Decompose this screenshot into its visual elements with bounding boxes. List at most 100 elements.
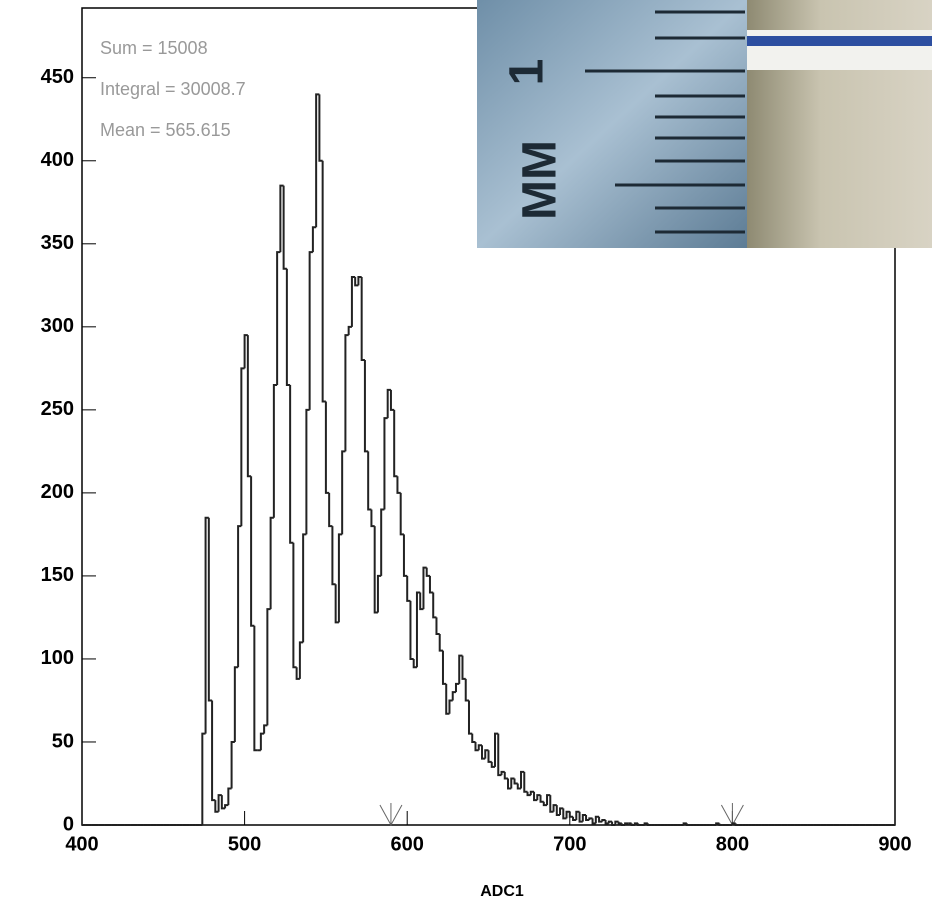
histogram-bin: [321, 160, 326, 403]
histogram-bin: [363, 360, 369, 453]
histogram-bin: [591, 818, 596, 825]
histogram-bin: [334, 584, 339, 624]
histogram-bin: [734, 823, 739, 826]
histogram-bin: [487, 750, 492, 763]
histogram-bin: [480, 745, 486, 760]
histogram-bin: [350, 276, 356, 327]
x-tick-label: 800: [716, 833, 749, 855]
histogram-bin: [315, 93, 320, 228]
histogram-bin: [646, 823, 652, 826]
histogram-bin: [347, 325, 352, 336]
histogram-bin: [562, 808, 567, 820]
histogram-bin: [539, 795, 544, 803]
histogram-bin: [324, 401, 330, 494]
histogram-bin: [344, 334, 349, 452]
y-tick-label: 50: [52, 730, 74, 752]
histogram-bin: [406, 575, 411, 602]
histogram-bin: [422, 566, 427, 610]
histogram-bin: [568, 811, 574, 818]
histogram-bin: [565, 810, 570, 819]
x-axis-label: ADC1: [480, 883, 524, 900]
histogram-bin: [237, 525, 242, 668]
histogram-bin: [611, 821, 616, 826]
histogram-bin: [224, 804, 229, 809]
histogram-bin: [552, 804, 557, 812]
histogram-bin: [526, 791, 531, 797]
histogram-bin: [507, 778, 512, 790]
histogram-bin: [360, 277, 365, 362]
histogram-bin: [201, 732, 206, 825]
histogram-bin: [458, 654, 463, 684]
y-tick-label: 300: [41, 315, 74, 337]
histogram-bin: [272, 383, 278, 518]
histogram-bin: [328, 492, 333, 528]
histogram-bin: [484, 749, 489, 759]
histogram-bin: [243, 334, 248, 369]
y-tick-label: 100: [41, 647, 74, 669]
histogram-bin: [354, 277, 359, 287]
histogram-bin: [451, 691, 456, 701]
histogram-bin: [500, 770, 505, 776]
histogram-bin: [305, 408, 310, 535]
stat-text: Sum = 15008: [100, 38, 208, 58]
histogram-bin: [536, 794, 541, 801]
histogram-bin: [308, 251, 313, 410]
histogram-bin: [337, 533, 343, 623]
histogram-bin: [331, 526, 336, 586]
histogram-bin: [503, 771, 509, 780]
histogram-bin: [637, 823, 642, 826]
histogram-bin: [318, 94, 323, 162]
histogram-bin: [425, 567, 430, 577]
histogram-bin: [415, 591, 421, 668]
histogram-bin: [217, 794, 222, 812]
histogram-bin: [367, 451, 372, 511]
x-tick-label: 700: [553, 833, 586, 855]
histogram-bin: [523, 771, 528, 793]
histogram-bin: [490, 761, 496, 768]
histogram-bin: [285, 268, 291, 386]
histogram-bin: [289, 384, 294, 544]
histogram-bin: [448, 699, 453, 714]
histogram-bin: [549, 795, 554, 813]
histogram-bin: [389, 389, 395, 411]
histogram-bin: [380, 508, 385, 576]
histogram-bin: [575, 810, 580, 821]
photo-text: 1: [501, 59, 554, 86]
histogram-bin: [520, 770, 525, 789]
histogram-bin: [467, 700, 473, 735]
histogram-bin: [396, 476, 401, 494]
histogram-bin: [731, 822, 736, 825]
histogram-bin: [585, 815, 590, 822]
histogram-bin: [624, 822, 629, 825]
histogram-bin: [471, 733, 476, 743]
x-tick-label: 400: [65, 833, 98, 855]
histogram-bin: [204, 516, 209, 734]
histogram-bin: [620, 823, 626, 826]
histogram-bin: [461, 655, 466, 680]
stat-text: Mean = 565.615: [100, 120, 231, 140]
histogram-bin: [510, 777, 515, 789]
histogram-bin: [292, 542, 297, 669]
histogram-bin: [383, 417, 388, 510]
histogram-bin: [263, 724, 268, 734]
histogram-bin: [428, 575, 434, 594]
histogram-bin: [386, 388, 391, 419]
histogram-bin: [279, 184, 284, 253]
histogram-bin: [246, 335, 252, 478]
histogram-bin: [259, 732, 265, 751]
histogram-bin: [269, 516, 274, 610]
histogram-bin: [607, 820, 613, 824]
histogram-bin: [211, 700, 216, 802]
x-tick-label: 600: [391, 833, 424, 855]
histogram-bin: [311, 226, 317, 253]
histogram-bin: [302, 533, 307, 643]
histogram-bin: [419, 592, 424, 611]
histogram-bin: [604, 820, 609, 825]
histogram-bin: [276, 251, 281, 385]
y-tick-label: 350: [41, 232, 74, 254]
histogram-bin: [266, 608, 271, 726]
y-tick-label: 150: [41, 564, 74, 586]
marker-arrow: [720, 803, 744, 827]
y-tick-label: 400: [41, 149, 74, 171]
histogram-bin: [432, 592, 437, 619]
